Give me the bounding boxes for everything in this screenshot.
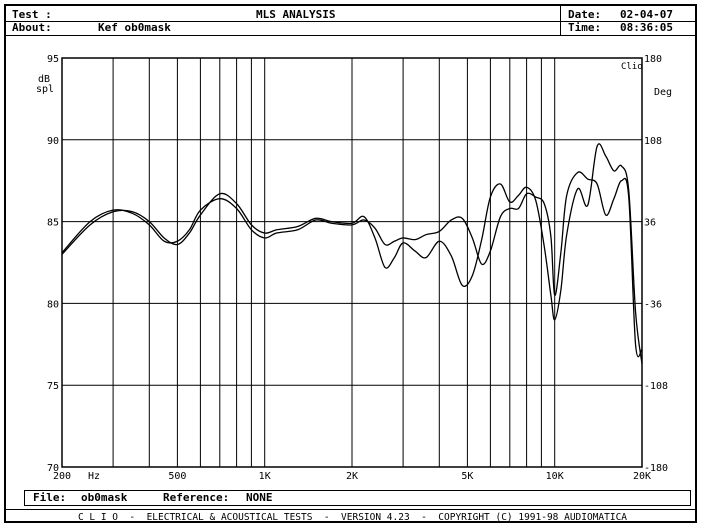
y-axis-tick-labels: 70 75 80 85 90 95 xyxy=(47,54,59,474)
file-label: File: xyxy=(33,491,67,504)
test-label: Test : xyxy=(12,8,52,21)
x-tick-label: 10K xyxy=(546,471,564,482)
x-tick-label: 5K xyxy=(461,471,473,482)
date-value: 02-04-07 xyxy=(620,8,673,21)
header-divider-mid xyxy=(6,21,695,22)
reference-label: Reference: xyxy=(163,491,230,504)
x-axis-tick-labels: 200 500 1K 2K 5K 10K 20K xyxy=(53,471,651,482)
page-title: MLS ANALYSIS xyxy=(256,8,336,21)
x-tick-label: 1K xyxy=(259,471,271,482)
about-value: Kef ob0mask xyxy=(98,21,171,34)
series-line-2 xyxy=(61,171,643,358)
footer-divider xyxy=(6,509,695,510)
y-axis-label-line2: spl xyxy=(36,84,54,95)
file-info-bar: File: ob0mask Reference: NONE xyxy=(24,490,691,506)
y-axis-label-line1: dB xyxy=(38,74,50,85)
y-tick-label: 80 xyxy=(47,299,59,310)
header-column-divider xyxy=(560,6,561,35)
about-label: About: xyxy=(12,21,52,34)
y2-tick-label: -180 xyxy=(644,463,668,474)
horizontal-gridlines xyxy=(62,139,642,386)
y2-tick-label: 180 xyxy=(644,54,662,65)
x-tick-label: 20K xyxy=(633,471,651,482)
file-value: ob0mask xyxy=(81,491,128,504)
x-unit-label: Hz xyxy=(88,471,100,482)
time-label: Time: xyxy=(568,21,602,34)
y-tick-label: 90 xyxy=(47,136,59,147)
y-tick-label: 75 xyxy=(47,381,59,392)
date-label: Date: xyxy=(568,8,602,21)
footer-copyright: C L I O - ELECTRICAL & ACOUSTICAL TESTS … xyxy=(77,512,628,523)
y-tick-label: 85 xyxy=(47,218,59,229)
x-tick-label: 2K xyxy=(346,471,358,482)
reference-value: NONE xyxy=(246,491,273,504)
y2-tick-label: 36 xyxy=(644,218,656,229)
plot-border xyxy=(61,57,643,468)
series-line-1 xyxy=(61,143,643,365)
x-tick-label: 500 xyxy=(168,471,186,482)
header-divider-bottom xyxy=(6,35,695,36)
clio-report-window: Test : About: Kef ob0mask MLS ANALYSIS D… xyxy=(4,4,697,523)
time-value: 08:36:05 xyxy=(620,21,673,34)
x-tick-label: 200 xyxy=(53,471,71,482)
clio-corner-label: Clio xyxy=(621,62,643,72)
series-group xyxy=(61,143,643,365)
y-tick-label: 70 xyxy=(47,463,59,474)
y2-tick-label: 108 xyxy=(644,136,662,147)
y2-axis-tick-labels: -180 -108 -36 36 108 180 xyxy=(644,54,668,474)
y2-axis-label: Deg xyxy=(654,87,672,98)
y2-tick-label: -36 xyxy=(644,299,662,310)
frequency-response-chart: 70 75 80 85 90 95 -180 -108 -36 36 108 180 200 500 1… xyxy=(36,54,672,482)
vertical-gridlines xyxy=(112,58,556,467)
y-tick-label: 95 xyxy=(47,54,59,65)
y2-tick-label: -108 xyxy=(644,381,668,392)
